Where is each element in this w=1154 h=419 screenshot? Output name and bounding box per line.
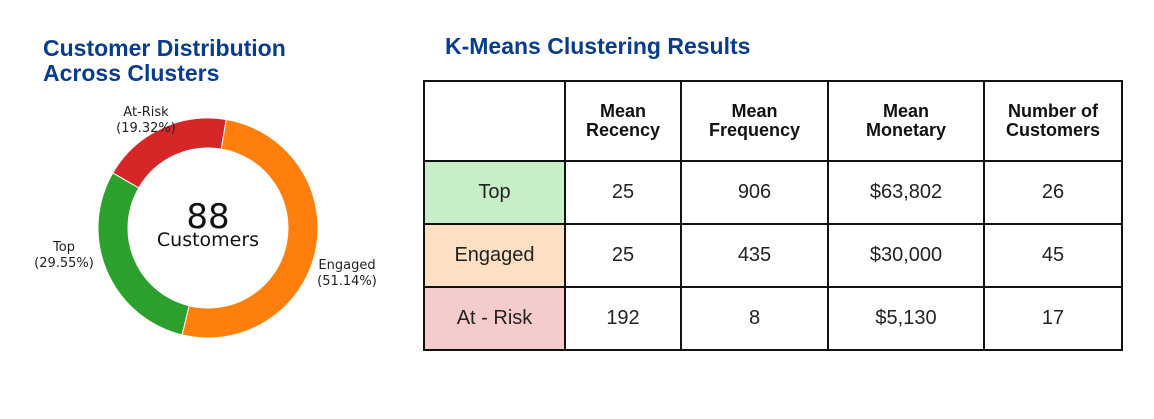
row-label-at-risk: At - Risk bbox=[423, 286, 566, 351]
donut-labels: At-Risk(19.32%) Engaged(51.14%) Top(29.55%… bbox=[34, 105, 377, 289]
header-mean-monetary: Mean Monetary bbox=[827, 80, 985, 162]
header-number-of-customers: Number of Customers bbox=[983, 80, 1123, 162]
header-text: Mean bbox=[731, 101, 778, 121]
header-text: Mean bbox=[882, 101, 929, 121]
cell-frequency: 906 bbox=[680, 160, 829, 225]
cell-monetary: $30,000 bbox=[827, 223, 985, 288]
donut-chart-svg: At-Risk(19.32%) Engaged(51.14%) Top(29.55%… bbox=[34, 105, 377, 339]
slice-percent-top: (29.55%) bbox=[34, 256, 94, 271]
slice-label-top: Top bbox=[52, 240, 75, 255]
slice-percent-at-risk: (19.32%) bbox=[116, 121, 176, 136]
row-label-engaged: Engaged bbox=[423, 223, 566, 288]
cell-recency: 25 bbox=[564, 160, 682, 225]
cell-frequency: 435 bbox=[680, 223, 829, 288]
donut-slice-top bbox=[97, 172, 190, 336]
center-label: Customers bbox=[157, 229, 259, 251]
header-text: Monetary bbox=[865, 120, 946, 140]
header-text: Customers bbox=[1005, 120, 1101, 140]
header-text: Frequency bbox=[708, 120, 801, 140]
cell-monetary: $5,130 bbox=[827, 286, 985, 351]
donut-slice-engaged bbox=[181, 118, 319, 339]
cell-frequency: 8 bbox=[680, 286, 829, 351]
cell-monetary: $63,802 bbox=[827, 160, 985, 225]
header-empty-cell bbox=[423, 80, 566, 162]
cell-customers: 26 bbox=[983, 160, 1123, 225]
donut-slices bbox=[97, 117, 319, 339]
header-text: Number of bbox=[1008, 101, 1098, 121]
slice-label-engaged: Engaged bbox=[318, 258, 375, 273]
slice-label-at-risk: At-Risk bbox=[123, 105, 169, 120]
center-count: 88 bbox=[186, 197, 229, 237]
cell-customers: 45 bbox=[983, 223, 1123, 288]
slice-percent-engaged: (51.14%) bbox=[317, 274, 377, 289]
table-row-top: Top 25 906 $63,802 26 bbox=[423, 160, 1123, 225]
table-title: K-Means Clustering Results bbox=[445, 33, 751, 59]
header-text: Mean bbox=[599, 101, 646, 121]
table-row-at-risk: At - Risk 192 8 $5,130 17 bbox=[423, 286, 1123, 351]
table-row-engaged: Engaged 25 435 $30,000 45 bbox=[423, 223, 1123, 288]
donut-chart-title: Customer Distribution Across Clusters bbox=[43, 36, 363, 86]
header-mean-frequency: Mean Frequency bbox=[680, 80, 829, 162]
header-mean-recency: Mean Recency bbox=[564, 80, 682, 162]
clustering-results-table: Mean Recency Mean Frequency Mean Monetar… bbox=[423, 80, 1123, 351]
cell-recency: 25 bbox=[564, 223, 682, 288]
donut-title-line2: Across Clusters bbox=[43, 60, 220, 86]
header-text: Recency bbox=[585, 120, 661, 140]
donut-title-line1: Customer Distribution bbox=[43, 35, 286, 61]
row-label-top: Top bbox=[423, 160, 566, 225]
cell-recency: 192 bbox=[564, 286, 682, 351]
cell-customers: 17 bbox=[983, 286, 1123, 351]
table-header-row: Mean Recency Mean Frequency Mean Monetar… bbox=[423, 80, 1123, 162]
donut-chart: At-Risk (19.32%) Engaged (51.14%) Top (29.55%… bbox=[0, 95, 400, 355]
